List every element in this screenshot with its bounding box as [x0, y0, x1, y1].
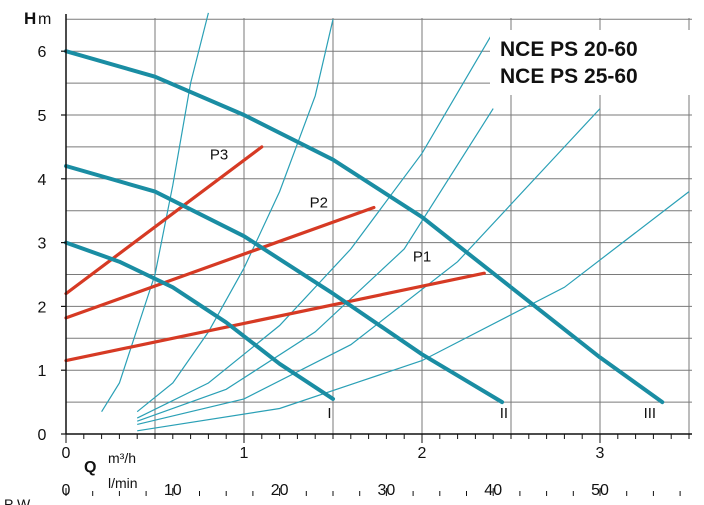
curve-label-p1: P1	[413, 249, 431, 266]
power-line-p3	[64, 145, 264, 296]
lmin-tick-label: 40	[484, 482, 502, 499]
system-curve	[136, 31, 494, 419]
lmin-tick-label: 20	[271, 482, 289, 499]
curve-label-p2: P2	[310, 195, 328, 212]
lmin-tick-label: 30	[378, 482, 396, 499]
y-axis-label: H	[24, 9, 36, 28]
x-tick-label: 2	[418, 445, 427, 462]
y-tick-label: 1	[38, 363, 47, 380]
pump-curve-i	[64, 240, 335, 401]
y-tick-label: 3	[38, 236, 47, 253]
system-curve	[136, 108, 494, 422]
curve-label-ii: II	[500, 405, 508, 422]
x-axis-unit-lmin: l/min	[108, 475, 138, 491]
x-tick-label: 1	[240, 445, 249, 462]
lmin-tick-label: 50	[591, 482, 609, 499]
lmin-tick-label: 10	[164, 482, 182, 499]
pump-curve-ii	[64, 164, 505, 405]
power-line-p2	[64, 205, 376, 320]
x-tick-label: 0	[62, 445, 71, 462]
x-axis-unit-m3h: m³/h	[108, 450, 136, 466]
pump-curves	[64, 49, 665, 405]
title-box	[490, 30, 692, 95]
chart-title-line-1: NCE PS 20-60	[500, 38, 638, 61]
curve-label-i: I	[327, 405, 331, 422]
y-tick-label: 0	[38, 427, 47, 444]
system-curve	[137, 108, 601, 425]
curve-label-iii: III	[644, 405, 657, 422]
pump-curve-iii	[64, 49, 665, 405]
curve-label-p3: P3	[210, 147, 228, 164]
y-tick-label: 2	[38, 299, 47, 316]
power-line-p1	[64, 271, 486, 363]
y-tick-label: 4	[38, 172, 47, 189]
system-curve	[137, 191, 690, 432]
chart-title-line-2: NCE PS 25-60	[500, 65, 638, 88]
lmin-tick-label: 0	[62, 482, 71, 499]
system-curve	[101, 12, 209, 413]
y-axis-unit: m	[38, 11, 51, 28]
x-tick-label: 3	[596, 445, 605, 462]
system-curves	[101, 12, 690, 432]
y-tick-label: 5	[38, 108, 47, 125]
y-tick-label: 6	[38, 44, 47, 61]
system-curve	[136, 19, 334, 413]
x-axis-label: Q	[84, 459, 96, 476]
power-lines	[64, 145, 486, 363]
bottom-axis-label: P W	[4, 496, 31, 505]
